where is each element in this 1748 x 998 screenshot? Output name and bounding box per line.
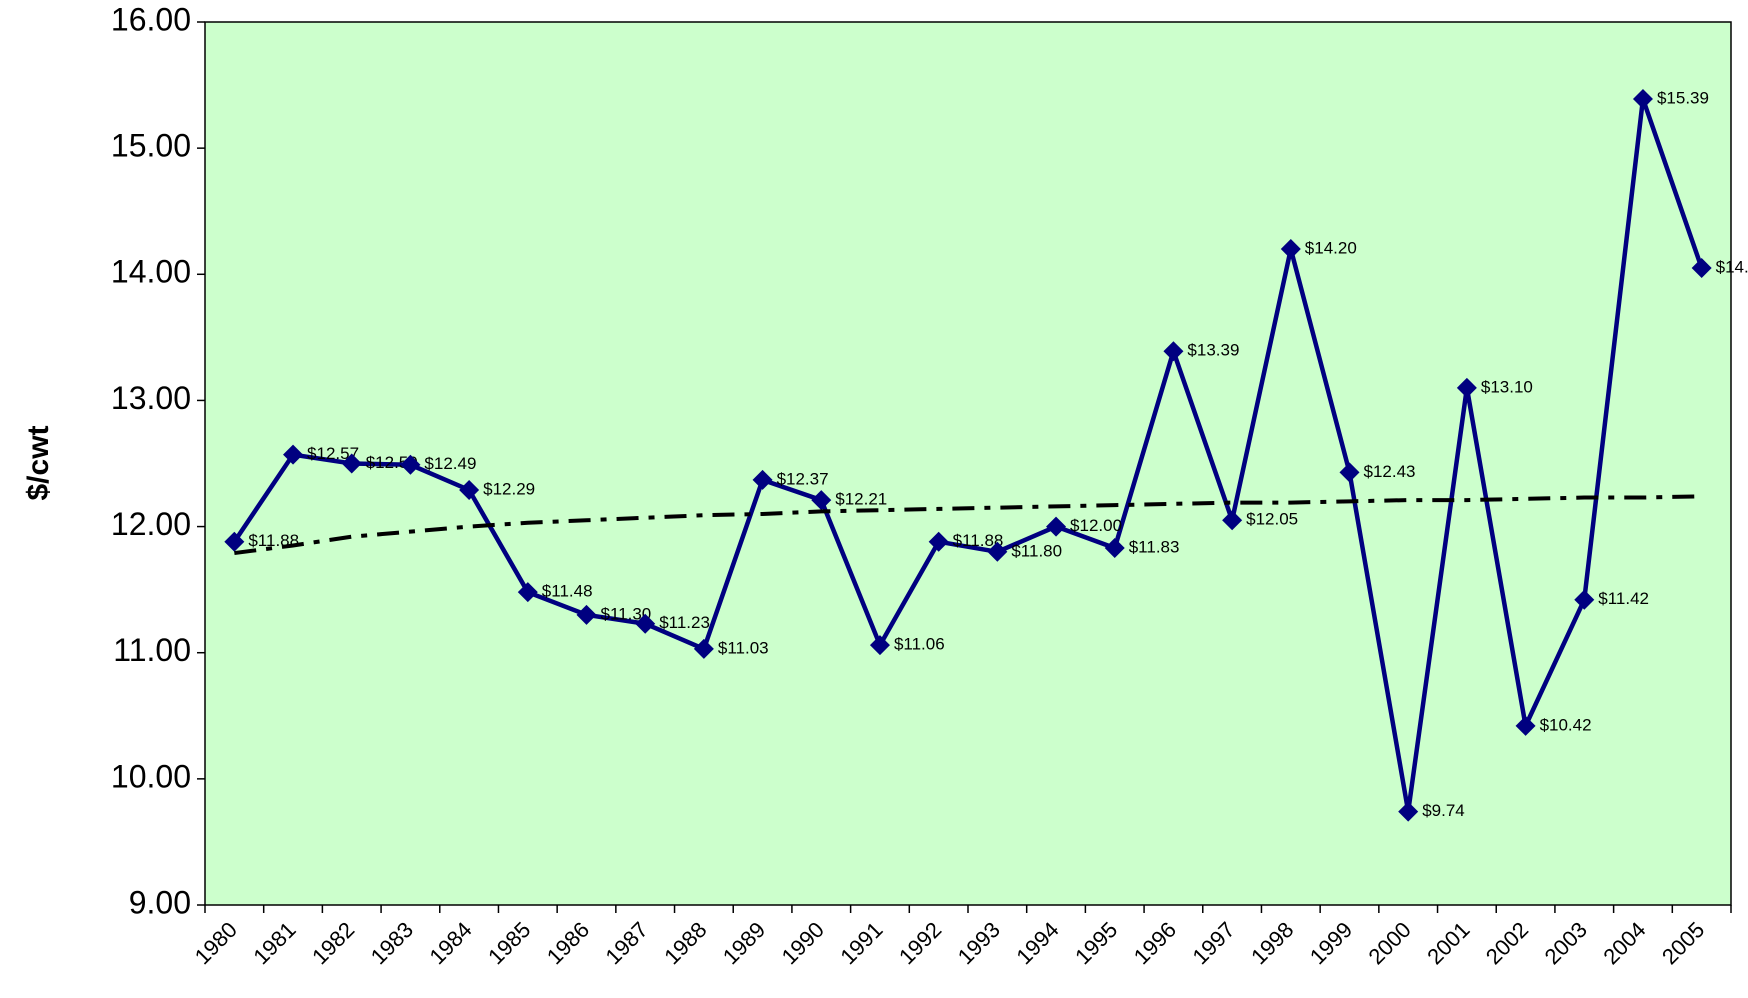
marker xyxy=(1104,538,1125,559)
x-tick-label: 1999 xyxy=(1305,917,1357,969)
y-tick-label: 16.00 xyxy=(111,1,191,37)
data-label: $11.80 xyxy=(1011,541,1062,560)
data-label: $11.83 xyxy=(1129,538,1180,557)
marker xyxy=(1632,88,1653,109)
marker xyxy=(1574,589,1595,610)
x-tick-label: 1981 xyxy=(248,917,300,969)
y-tick-label: 12.00 xyxy=(111,506,191,542)
x-tick-label: 1996 xyxy=(1129,917,1181,969)
marker xyxy=(517,582,538,603)
data-label: $15.39 xyxy=(1657,88,1709,107)
data-label: $11.42 xyxy=(1598,589,1649,608)
x-tick-label: 1997 xyxy=(1187,917,1239,969)
marker xyxy=(752,469,773,490)
x-tick-label: 1980 xyxy=(190,917,242,969)
x-tick-label: 1998 xyxy=(1246,917,1298,969)
x-tick-label: 1992 xyxy=(894,917,946,969)
data-label: $13.39 xyxy=(1187,341,1239,360)
x-tick-label: 1990 xyxy=(777,917,829,969)
x-tick-label: 1993 xyxy=(953,917,1005,969)
marker xyxy=(1046,516,1067,537)
data-label: $14.05 xyxy=(1716,257,1748,276)
data-label: $11.88 xyxy=(953,531,1004,550)
data-label: $11.23 xyxy=(659,613,710,632)
marker xyxy=(1456,377,1477,398)
x-tick-label: 2005 xyxy=(1657,917,1709,969)
data-label: $9.74 xyxy=(1422,801,1465,820)
x-tick-label: 1983 xyxy=(366,917,418,969)
data-label: $12.43 xyxy=(1364,462,1416,481)
data-label: $12.05 xyxy=(1246,510,1298,529)
x-tick-label: 1989 xyxy=(718,917,770,969)
marker xyxy=(1163,341,1184,362)
data-label: $12.57 xyxy=(307,444,359,463)
plot-area xyxy=(204,21,1732,906)
marker xyxy=(283,444,304,465)
y-tick-label: 10.00 xyxy=(111,758,191,794)
y-tick-label: 15.00 xyxy=(111,128,191,164)
x-tick-label: 1984 xyxy=(424,917,476,969)
data-label: $11.48 xyxy=(542,582,593,601)
marker xyxy=(928,531,949,552)
data-label: $12.49 xyxy=(424,454,476,473)
x-tick-label: 1988 xyxy=(659,917,711,969)
trend-line xyxy=(234,494,1702,556)
x-tick-label: 2001 xyxy=(1422,917,1474,969)
x-tick-label: 2000 xyxy=(1364,917,1416,969)
marker xyxy=(1398,801,1419,822)
x-tick-label: 2003 xyxy=(1540,917,1592,969)
marker xyxy=(1515,715,1536,736)
marker xyxy=(459,479,480,500)
y-tick-label: 14.00 xyxy=(111,254,191,290)
x-tick-label: 1994 xyxy=(1011,917,1063,969)
marker xyxy=(693,638,714,659)
marker xyxy=(635,613,656,634)
marker xyxy=(811,490,832,511)
data-label: $12.00 xyxy=(1070,516,1122,535)
marker xyxy=(576,604,597,625)
data-label: $11.03 xyxy=(718,638,769,657)
data-line xyxy=(232,98,1704,813)
data-label: $14.20 xyxy=(1305,239,1357,258)
data-label: $11.06 xyxy=(894,635,945,654)
marker xyxy=(341,453,362,474)
data-label: $10.42 xyxy=(1540,715,1592,734)
y-tick-label: 11.00 xyxy=(113,632,191,668)
marker xyxy=(869,635,890,656)
y-axis-title: $/cwt xyxy=(22,425,55,500)
x-tick-label: 1982 xyxy=(307,917,359,969)
y-tick-label: 13.00 xyxy=(111,380,191,416)
x-tick-label: 1985 xyxy=(483,917,535,969)
x-tick-label: 1986 xyxy=(542,917,594,969)
x-tick-label: 2002 xyxy=(1481,917,1533,969)
x-tick-label: 2004 xyxy=(1598,917,1650,969)
data-label: $11.30 xyxy=(601,604,652,623)
marker xyxy=(987,541,1008,562)
y-tick-label: 9.00 xyxy=(129,884,191,920)
marker xyxy=(1339,462,1360,483)
marker xyxy=(1280,239,1301,260)
marker xyxy=(400,454,421,475)
data-label: $13.10 xyxy=(1481,377,1533,396)
marker xyxy=(224,531,245,552)
x-tick-label: 1987 xyxy=(601,917,653,969)
data-label: $12.37 xyxy=(777,469,829,488)
marker xyxy=(1691,257,1712,278)
data-label: $12.21 xyxy=(835,490,887,509)
marker xyxy=(1222,510,1243,531)
x-tick-label: 1995 xyxy=(1070,917,1122,969)
x-tick-label: 1991 xyxy=(835,917,887,969)
data-label: $12.29 xyxy=(483,479,535,498)
